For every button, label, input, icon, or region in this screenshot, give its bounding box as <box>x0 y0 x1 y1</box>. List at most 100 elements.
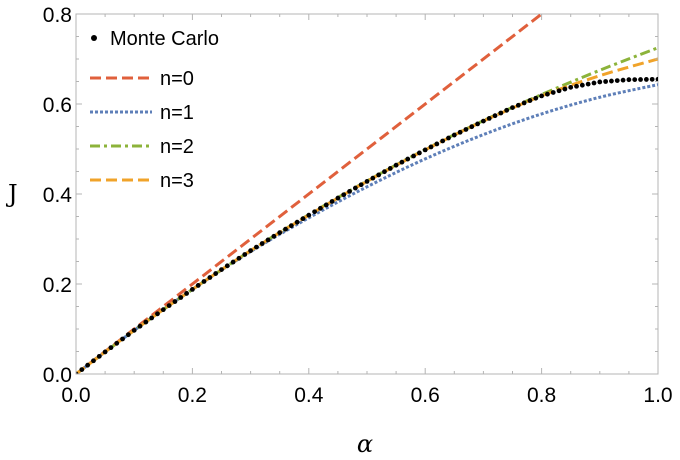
legend-label: n=2 <box>160 136 194 158</box>
x-tick-label: 0.6 <box>411 384 440 407</box>
data-point-monte-carlo <box>288 223 294 229</box>
data-point-monte-carlo <box>376 172 382 178</box>
data-point-monte-carlo <box>277 230 283 236</box>
data-point-monte-carlo <box>655 76 658 82</box>
data-point-monte-carlo <box>382 169 387 175</box>
data-point-monte-carlo <box>562 86 568 92</box>
y-axis-label: J <box>5 180 18 208</box>
legend-entry: Monte Carlo <box>91 28 219 50</box>
data-point-monte-carlo <box>213 271 219 276</box>
data-point-monte-carlo <box>143 319 149 325</box>
data-point-monte-carlo <box>475 121 480 127</box>
data-point-monte-carlo <box>574 83 579 89</box>
data-point-monte-carlo <box>451 132 457 138</box>
data-point-monte-carlo <box>579 82 585 88</box>
data-point-monte-carlo <box>131 327 137 333</box>
data-point-monte-carlo <box>300 216 306 222</box>
data-point-monte-carlo <box>556 88 562 94</box>
legend-label: n=0 <box>160 68 194 90</box>
legend-entry: n=3 <box>90 170 194 192</box>
data-point-monte-carlo <box>201 279 207 284</box>
legend-entry: n=0 <box>90 68 194 90</box>
data-point-monte-carlo <box>370 175 376 181</box>
data-point-monte-carlo <box>504 107 510 113</box>
legend-entry: n=2 <box>90 136 194 158</box>
x-tick-label: 1.0 <box>643 384 672 407</box>
data-point-monte-carlo <box>457 129 463 135</box>
data-point-monte-carlo <box>492 113 498 119</box>
axes: 0.0 0.2 0.4 0.6 0.8 1.0 0.0 0.2 0.4 0.6 0.8 <box>43 4 673 407</box>
data-point-monte-carlo <box>248 248 254 254</box>
data-point-monte-carlo <box>469 124 475 130</box>
series-line-n-1 <box>76 83 658 374</box>
data-point-monte-carlo <box>166 303 172 308</box>
data-point-monte-carlo <box>510 105 515 110</box>
x-tick-label: 0.8 <box>527 384 556 407</box>
legend-marker <box>91 35 97 41</box>
y-tick-label: 0.0 <box>43 364 72 387</box>
data-point-monte-carlo <box>341 192 347 198</box>
data-point-monte-carlo <box>597 79 603 85</box>
data-point-monte-carlo <box>603 79 609 84</box>
data-point-monte-carlo <box>323 202 329 208</box>
data-point-monte-carlo <box>236 255 242 261</box>
data-point-monte-carlo <box>486 116 492 121</box>
data-point-monte-carlo <box>96 353 102 359</box>
data-point-monte-carlo <box>638 77 643 82</box>
data-point-monte-carlo <box>533 95 539 101</box>
data-point-monte-carlo <box>85 362 91 368</box>
data-point-monte-carlo <box>463 127 469 132</box>
data-point-monte-carlo <box>399 159 405 165</box>
data-point-monte-carlo <box>114 340 120 346</box>
data-point-monte-carlo <box>609 78 614 84</box>
data-point-monte-carlo <box>312 209 318 215</box>
series-group <box>76 14 658 374</box>
data-point-monte-carlo <box>352 185 358 191</box>
data-point-monte-carlo <box>405 156 411 162</box>
data-point-monte-carlo <box>626 77 632 83</box>
y-tick-label: 0.2 <box>43 274 72 297</box>
data-point-monte-carlo <box>76 371 79 374</box>
y-tick-label: 0.8 <box>43 4 72 27</box>
data-point-monte-carlo <box>545 91 550 97</box>
x-tick-label: 0.2 <box>178 384 207 407</box>
data-point-monte-carlo <box>219 267 224 272</box>
data-point-monte-carlo <box>172 299 178 304</box>
data-point-monte-carlo <box>137 323 143 329</box>
data-point-monte-carlo <box>184 291 189 296</box>
data-point-monte-carlo <box>527 98 533 103</box>
data-point-monte-carlo <box>195 283 201 288</box>
data-point-monte-carlo <box>515 102 521 108</box>
legend-entry: n=1 <box>90 102 194 124</box>
data-point-monte-carlo <box>335 195 341 201</box>
y-tick-label: 0.4 <box>43 184 73 207</box>
data-point-monte-carlo <box>521 100 527 106</box>
data-point-monte-carlo <box>318 205 323 211</box>
data-point-monte-carlo <box>108 345 114 351</box>
data-point-monte-carlo <box>649 76 655 82</box>
data-point-monte-carlo <box>434 141 440 147</box>
data-point-monte-carlo <box>568 84 574 90</box>
data-point-monte-carlo <box>160 307 166 313</box>
data-point-monte-carlo <box>207 275 213 280</box>
data-point-monte-carlo <box>265 237 271 243</box>
data-point-monte-carlo <box>224 263 230 269</box>
data-point-monte-carlo <box>387 166 393 171</box>
data-point-monte-carlo <box>149 315 155 321</box>
data-point-monte-carlo <box>393 162 399 168</box>
legend-label: n=1 <box>160 102 194 124</box>
data-point-monte-carlo <box>364 179 370 184</box>
data-point-monte-carlo <box>416 150 422 156</box>
data-point-monte-carlo <box>422 147 428 153</box>
data-point-monte-carlo <box>550 90 556 95</box>
data-point-monte-carlo <box>481 118 486 124</box>
data-point-monte-carlo <box>271 233 277 239</box>
data-point-monte-carlo <box>440 138 446 144</box>
data-point-monte-carlo <box>591 80 597 86</box>
x-axis-label: α <box>357 430 373 458</box>
data-point-monte-carlo <box>254 244 259 250</box>
series-line-n-2 <box>76 46 658 374</box>
data-point-monte-carlo <box>620 77 626 83</box>
data-point-monte-carlo <box>632 77 638 83</box>
